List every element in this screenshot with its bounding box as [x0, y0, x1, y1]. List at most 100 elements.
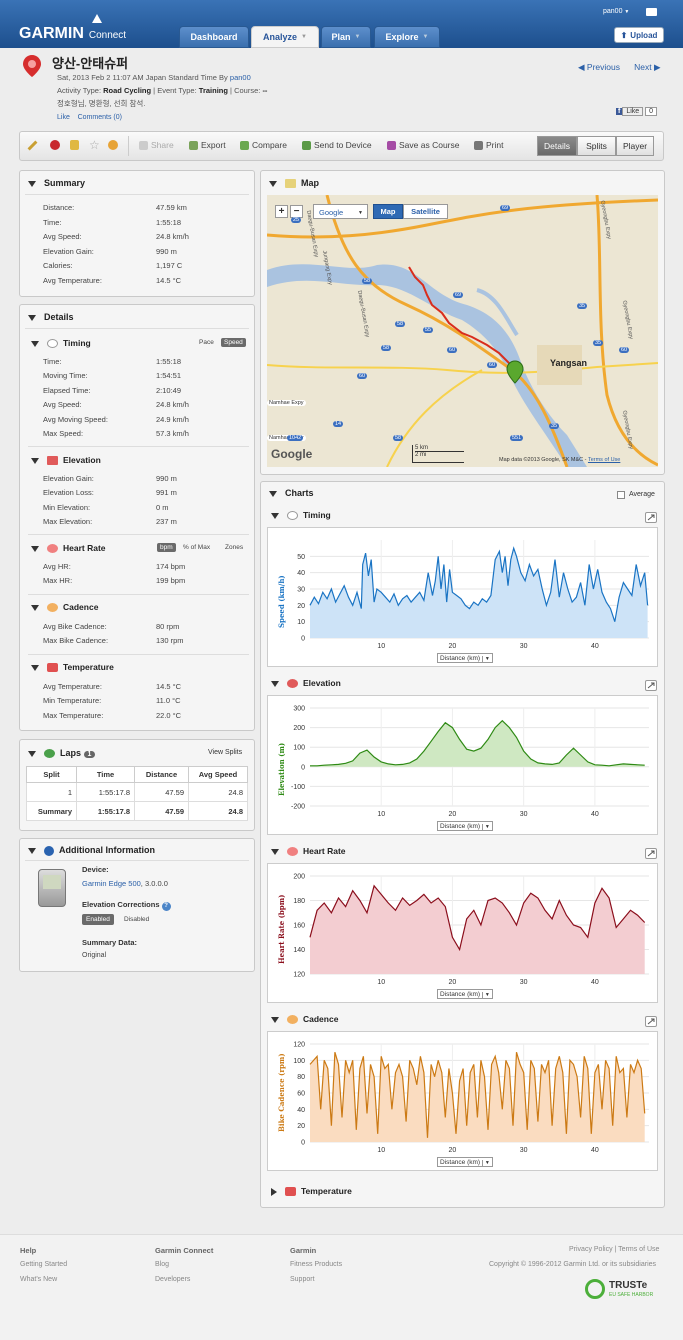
laps-col-distance[interactable]: Distance: [134, 766, 189, 783]
footer-link[interactable]: Developers: [155, 1276, 191, 1283]
pace-toggle[interactable]: Pace: [199, 339, 214, 346]
mail-icon[interactable]: [646, 8, 657, 16]
series-line[interactable]: [309, 884, 646, 952]
view-splits-link[interactable]: View Splits: [208, 749, 243, 756]
delete-icon[interactable]: [50, 140, 60, 150]
star-icon[interactable]: ☆: [89, 138, 100, 152]
expand-chart-icon[interactable]: [645, 512, 657, 523]
activity-description[interactable]: 정호형님, 명환형, 선희 참석.: [57, 99, 146, 108]
save-as-course-button[interactable]: Save as Course: [387, 140, 459, 150]
help-icon[interactable]: ?: [161, 902, 171, 911]
next-link[interactable]: Next: [634, 62, 652, 72]
map-canvas[interactable]: [267, 195, 658, 467]
series-line[interactable]: [309, 1052, 646, 1138]
upload-button[interactable]: ⬆ Upload: [614, 27, 664, 43]
garmin-logo[interactable]: GARMIN Connect: [19, 25, 126, 43]
charts-header[interactable]: Charts: [269, 488, 314, 498]
expand-chart-icon[interactable]: [645, 680, 657, 691]
series-line[interactable]: [310, 719, 645, 767]
table-row[interactable]: 1 1:55:17.8 47.59 24.8: [26, 782, 248, 802]
chart-heart-rate[interactable]: 120 140 160 180 200 10 20 30 40: [267, 863, 658, 1003]
tab-analyze[interactable]: Analyze ▼: [251, 26, 319, 48]
terms-link[interactable]: Terms of Use: [618, 1246, 660, 1253]
chart-header-elevation[interactable]: Elevation: [271, 678, 341, 689]
average-checkbox[interactable]: [617, 491, 625, 499]
comments-link[interactable]: Comments (0): [77, 114, 122, 121]
tab-dashboard[interactable]: Dashboard: [179, 26, 249, 48]
laps-col-avg-speed[interactable]: Avg Speed: [188, 766, 248, 783]
map-type-button[interactable]: Map: [373, 204, 403, 219]
activity-type-value[interactable]: Road Cycling: [103, 86, 152, 95]
chart-header-cadence[interactable]: Cadence: [271, 1014, 338, 1025]
chart-timing[interactable]: 0 10 20 30 40 50 10 20 30 40: [267, 527, 658, 667]
activity-title[interactable]: 양산-안태슈퍼: [52, 56, 129, 71]
pct-max-toggle[interactable]: % of Max: [183, 544, 211, 551]
privacy-link[interactable]: Privacy Policy: [569, 1246, 613, 1253]
chart-header-heart-rate[interactable]: Heart Rate: [271, 846, 346, 857]
lock-icon[interactable]: [70, 140, 79, 150]
chart-elevation[interactable]: -200 -100 0 100 200 300 10 20 30 40: [267, 695, 658, 835]
laps-header[interactable]: Laps 1: [28, 748, 96, 759]
footer-link[interactable]: What's New: [20, 1276, 58, 1283]
chart-cadence[interactable]: 0 20 40 60 80 100 120 10 20 30 40: [267, 1031, 658, 1171]
footer-link[interactable]: Support: [290, 1276, 315, 1283]
device-name-link[interactable]: Garmin Edge 500: [82, 879, 141, 888]
map-provider-select[interactable]: Google ▼: [313, 204, 368, 219]
x-axis-select[interactable]: Distance (km) ▼: [437, 821, 493, 831]
send-to-device-button[interactable]: Send to Device: [302, 140, 372, 150]
x-axis-select[interactable]: Distance (km) ▼: [437, 989, 493, 999]
stat-value: 0 m: [156, 502, 169, 512]
corrections-enabled-toggle[interactable]: Enabled: [82, 914, 114, 925]
tab-plan[interactable]: Plan ▼: [321, 26, 371, 48]
event-type-value[interactable]: Training: [198, 86, 228, 95]
course-value[interactable]: --: [262, 86, 268, 95]
heart-rate-subheader[interactable]: Heart Rate: [31, 543, 106, 554]
export-button[interactable]: Export: [189, 140, 226, 150]
compare-button[interactable]: Compare: [240, 140, 287, 150]
cadence-subheader[interactable]: Cadence: [31, 602, 98, 613]
facebook-like[interactable]: f Like 0: [616, 107, 658, 116]
map-header[interactable]: Map: [269, 178, 319, 189]
satellite-type-button[interactable]: Satellite: [403, 204, 448, 219]
temperature-chart-header[interactable]: Temperature: [271, 1186, 352, 1197]
details-title: Details: [44, 312, 74, 322]
view-details-button[interactable]: Details: [537, 136, 577, 156]
view-player-button[interactable]: Player: [616, 136, 654, 156]
x-axis-select[interactable]: Distance (km) ▼: [437, 1157, 493, 1167]
like-link[interactable]: Like: [57, 114, 70, 121]
corrections-disabled-toggle[interactable]: Disabled: [124, 916, 150, 923]
tab-explore[interactable]: Explore ▼: [374, 26, 440, 48]
timing-subheader[interactable]: Timing: [31, 338, 91, 349]
x-axis-select[interactable]: Distance (km) ▼: [437, 653, 493, 663]
chart-header-timing[interactable]: Timing: [271, 510, 331, 521]
summary-header[interactable]: Summary: [28, 178, 85, 188]
zoom-in-button[interactable]: +: [275, 205, 288, 218]
badge-icon[interactable]: [108, 140, 118, 150]
share-button[interactable]: Share: [139, 140, 174, 150]
details-header[interactable]: Details: [28, 312, 74, 322]
map-terms-link[interactable]: Terms of Use: [587, 457, 621, 463]
truste-seal[interactable]: TRUSTe EU SAFE HARBOR: [585, 1279, 663, 1301]
previous-link[interactable]: Previous: [586, 62, 620, 72]
laps-col-time[interactable]: Time: [76, 766, 135, 783]
speed-toggle[interactable]: Speed: [221, 338, 246, 347]
view-splits-button[interactable]: Splits: [577, 136, 616, 156]
footer-link[interactable]: Blog: [155, 1261, 170, 1268]
series-line[interactable]: [309, 546, 649, 622]
expand-chart-icon[interactable]: [645, 1016, 657, 1027]
start-marker-icon[interactable]: [506, 360, 524, 384]
elevation-subheader[interactable]: Elevation: [31, 455, 101, 466]
laps-col-split[interactable]: Split: [26, 766, 77, 783]
author-link[interactable]: pan00: [229, 73, 251, 82]
route-map[interactable]: Yangsan + − Google ▼ Map Satellite Google…: [267, 195, 658, 467]
footer-link[interactable]: Fitness Products: [290, 1261, 343, 1268]
expand-chart-icon[interactable]: [645, 848, 657, 859]
temperature-subheader[interactable]: Temperature: [31, 662, 114, 673]
zones-toggle[interactable]: Zones: [225, 544, 244, 551]
stat-value: 1,197 C: [156, 261, 183, 270]
footer-link[interactable]: Getting Started: [20, 1261, 68, 1268]
bpm-toggle[interactable]: bpm: [157, 543, 176, 552]
print-button[interactable]: Print: [474, 140, 503, 150]
user-menu[interactable]: pan00 ▼: [603, 8, 629, 15]
additional-info-header[interactable]: Additional Information: [28, 845, 155, 856]
